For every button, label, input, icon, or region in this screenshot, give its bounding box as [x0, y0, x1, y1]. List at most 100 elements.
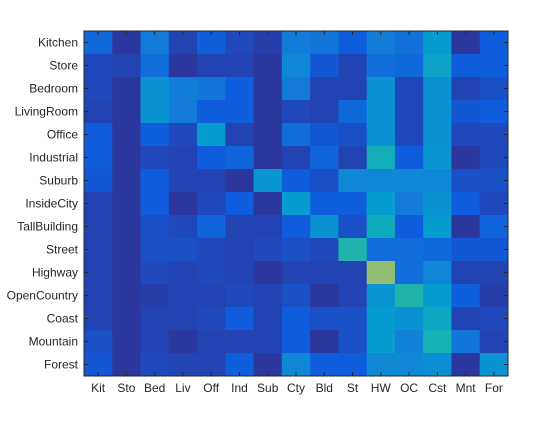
- heatmap-cell-insidecity-off: [197, 192, 226, 216]
- heatmap-cell-street-liv: [168, 238, 198, 262]
- heatmap-cell-opencountry-cty: [281, 284, 311, 308]
- heatmap-cell-industrial-bld: [310, 146, 339, 170]
- heatmap-cell-kitchen-sub: [253, 31, 283, 55]
- heatmap-cell-store-kit: [84, 54, 113, 78]
- heatmap-cell-suburb-for: [479, 169, 509, 193]
- heatmap-cell-forest-hw: [366, 353, 396, 377]
- heatmap-cell-mountain-bld: [310, 330, 339, 354]
- heatmap-cell-bedroom-st: [338, 77, 368, 101]
- x-tick-label: Bed: [144, 381, 165, 395]
- heatmap-cell-forest-kit: [84, 353, 113, 377]
- heatmap-cell-bedroom-sto: [112, 77, 142, 101]
- axis-ticks: [84, 31, 508, 376]
- heatmap-cell-opencountry-sub: [253, 284, 283, 308]
- heatmap-cell-highway-mnt: [451, 261, 481, 285]
- heatmap-cell-insidecity-st: [338, 192, 368, 216]
- heatmap-cell-coast-bld: [310, 307, 339, 331]
- heatmap-cell-kitchen-mnt: [451, 31, 481, 55]
- heatmap-cell-street-kit: [84, 238, 113, 262]
- heatmap-cell-highway-hw: [366, 261, 396, 285]
- y-tick-label: LivingRoom: [15, 105, 78, 119]
- heatmap-cell-tallbuilding-cst: [423, 215, 452, 239]
- heatmap-cell-highway-liv: [168, 261, 198, 285]
- heatmap-cell-kitchen-st: [338, 31, 368, 55]
- heatmap-cell-opencountry-ind: [225, 284, 255, 308]
- heatmap-cell-forest-off: [197, 353, 226, 377]
- x-tick-label: Kit: [91, 381, 106, 395]
- heatmap-cell-opencountry-sto: [112, 284, 142, 308]
- heatmap-cell-industrial-sto: [112, 146, 142, 170]
- heatmap-cell-forest-for: [479, 353, 509, 377]
- heatmap-cell-mountain-for: [479, 330, 509, 354]
- heatmap-cell-street-hw: [366, 238, 396, 262]
- heatmap-cell-forest-ind: [225, 353, 255, 377]
- heatmap-cell-store-off: [197, 54, 226, 78]
- heatmap-cell-livingroom-bld: [310, 100, 339, 124]
- heatmap-cell-store-ind: [225, 54, 255, 78]
- heatmap-cell-office-hw: [366, 123, 396, 147]
- x-tick-label: Ind: [231, 381, 248, 395]
- heatmap-cell-insidecity-mnt: [451, 192, 481, 216]
- heatmap-cell-mountain-bed: [140, 330, 170, 354]
- heatmap-cell-opencountry-cst: [423, 284, 452, 308]
- heatmap-cell-industrial-mnt: [451, 146, 481, 170]
- heatmap-cell-office-off: [197, 123, 226, 147]
- heatmap-cell-office-liv: [168, 123, 198, 147]
- heatmap-cell-mountain-oc: [394, 330, 424, 354]
- heatmap-cell-office-cst: [423, 123, 452, 147]
- heatmap-cell-industrial-st: [338, 146, 368, 170]
- heatmap-cell-store-cty: [281, 54, 311, 78]
- heatmap-cell-livingroom-liv: [168, 100, 198, 124]
- heatmap-cell-opencountry-bed: [140, 284, 170, 308]
- heatmap-cell-street-sto: [112, 238, 142, 262]
- heatmap-cell-coast-sto: [112, 307, 142, 331]
- x-tick-label: St: [347, 381, 359, 395]
- x-tick-label: Liv: [175, 381, 190, 395]
- heatmap-cell-opencountry-hw: [366, 284, 396, 308]
- heatmap-cell-insidecity-kit: [84, 192, 113, 216]
- y-tick-label: InsideCity: [25, 197, 78, 211]
- heatmap-cell-bedroom-bed: [140, 77, 170, 101]
- heatmap-cell-tallbuilding-bed: [140, 215, 170, 239]
- heatmap-cell-tallbuilding-ind: [225, 215, 255, 239]
- heatmap-cell-insidecity-bed: [140, 192, 170, 216]
- heatmap-cell-highway-st: [338, 261, 368, 285]
- heatmap-cell-industrial-off: [197, 146, 226, 170]
- heatmap-cell-office-for: [479, 123, 509, 147]
- heatmap-cell-kitchen-kit: [84, 31, 113, 55]
- heatmap-cell-bedroom-kit: [84, 77, 113, 101]
- heatmap-cell-tallbuilding-bld: [310, 215, 339, 239]
- heatmap-cell-kitchen-for: [479, 31, 509, 55]
- heatmap-cell-insidecity-oc: [394, 192, 424, 216]
- heatmap-cell-mountain-cty: [281, 330, 311, 354]
- heatmap-cell-coast-ind: [225, 307, 255, 331]
- heatmap-cell-bedroom-ind: [225, 77, 255, 101]
- x-tick-label: Sub: [257, 381, 279, 395]
- x-tick-label: Off: [203, 381, 219, 395]
- heatmap-cell-mountain-cst: [423, 330, 452, 354]
- heatmap-cell-forest-oc: [394, 353, 424, 377]
- heatmap-cell-suburb-st: [338, 169, 368, 193]
- heatmap-cell-industrial-bed: [140, 146, 170, 170]
- heatmap-cell-highway-for: [479, 261, 509, 285]
- heatmap-cell-street-st: [338, 238, 368, 262]
- heatmap-cell-street-off: [197, 238, 226, 262]
- heatmap-cell-store-sub: [253, 54, 283, 78]
- y-tick-label: Highway: [32, 266, 78, 280]
- heatmap-cell-tallbuilding-sto: [112, 215, 142, 239]
- heatmap-cell-kitchen-liv: [168, 31, 198, 55]
- heatmap-cell-highway-sto: [112, 261, 142, 285]
- heatmap-cell-insidecity-liv: [168, 192, 198, 216]
- heatmap-cell-bedroom-oc: [394, 77, 424, 101]
- heatmap-cell-coast-oc: [394, 307, 424, 331]
- heatmap-cell-street-bld: [310, 238, 339, 262]
- heatmap-cell-coast-kit: [84, 307, 113, 331]
- y-tick-label: Office: [47, 128, 78, 142]
- heatmap-cell-tallbuilding-st: [338, 215, 368, 239]
- heatmap-cell-mountain-ind: [225, 330, 255, 354]
- heatmap-cell-office-sub: [253, 123, 283, 147]
- heatmap-cell-industrial-cst: [423, 146, 452, 170]
- heatmap-cell-insidecity-bld: [310, 192, 339, 216]
- y-tick-label: Kitchen: [38, 36, 78, 50]
- heatmap-cell-mountain-liv: [168, 330, 198, 354]
